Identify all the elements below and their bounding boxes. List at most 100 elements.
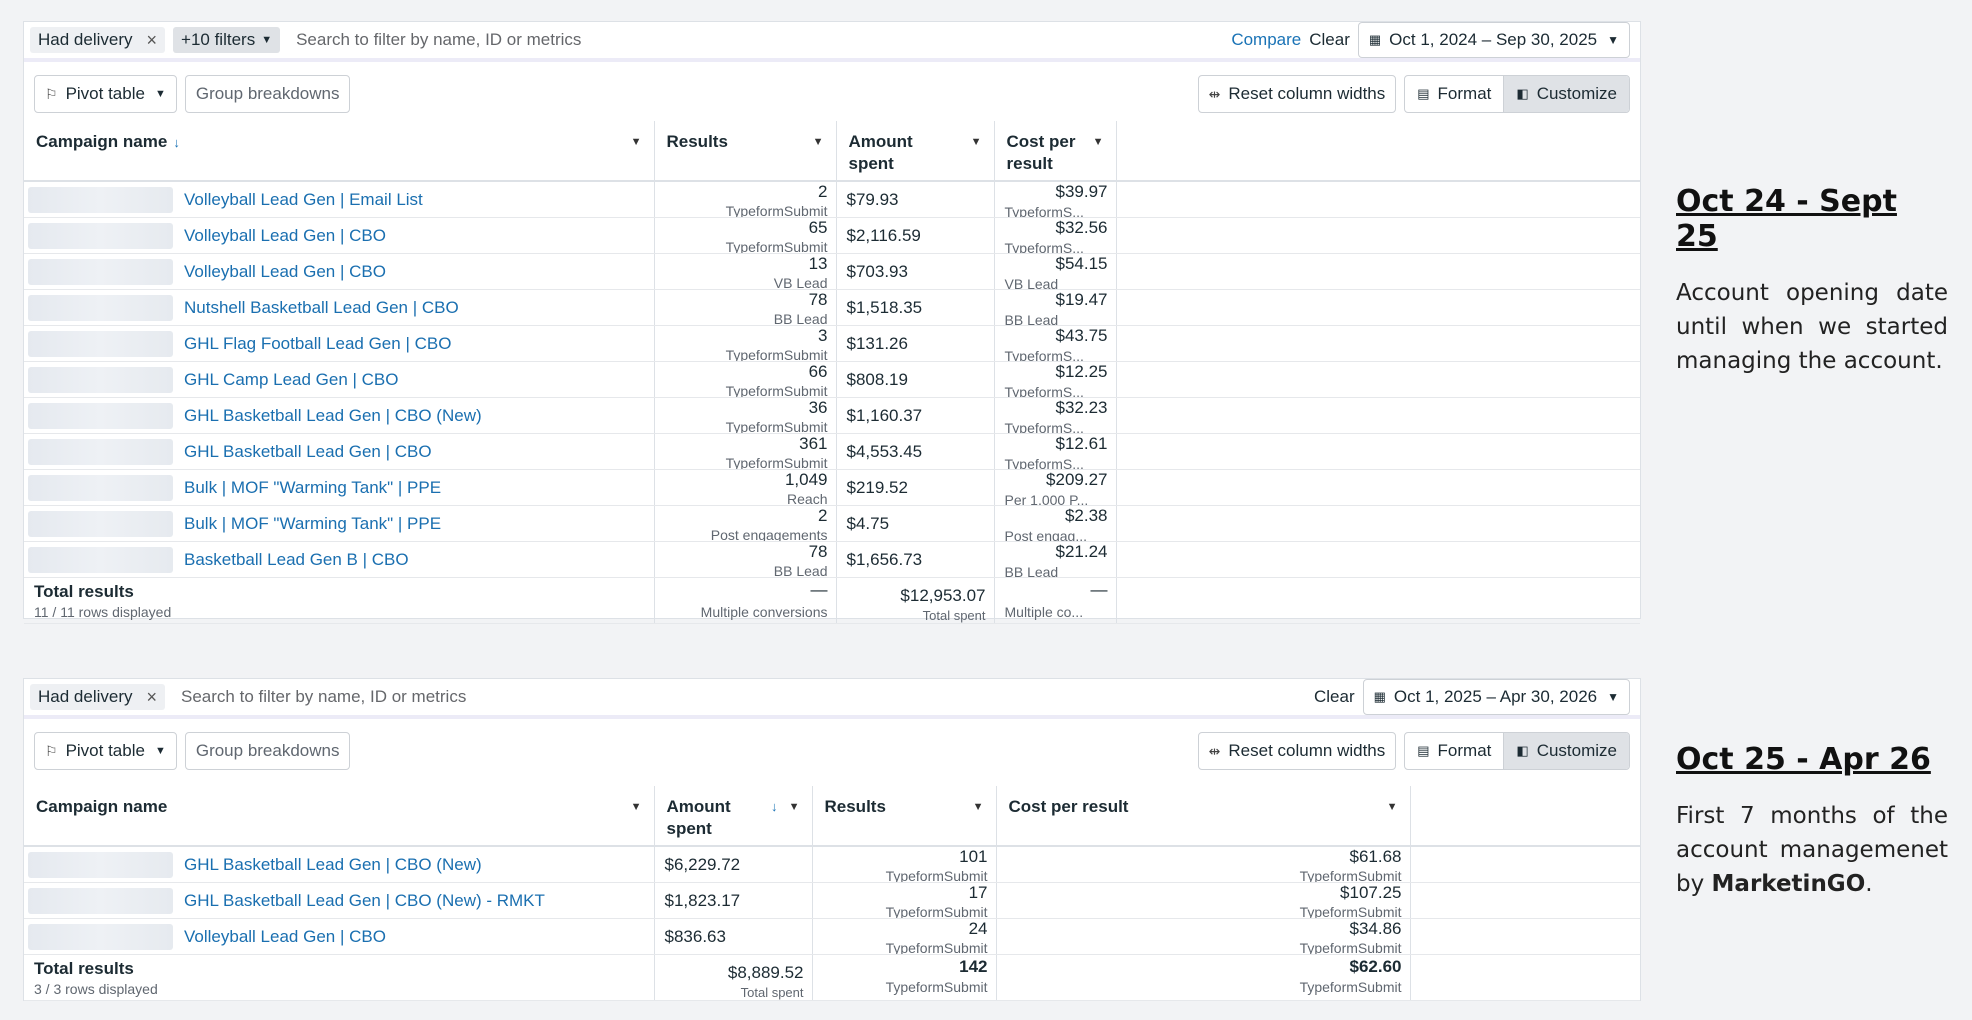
cost-per-result-type: Per 1,000 P... [1004, 491, 1089, 505]
campaign-table: Campaign name ▼ Amount spent ↓ ▼ Results ▼ C… [24, 786, 1640, 1001]
column-header-campaign-name[interactable]: Campaign name ↓ ▼ [24, 121, 655, 182]
amount-spent-cell: $1,823.17 [654, 882, 813, 919]
empty-cell [1410, 846, 1640, 883]
campaign-name-link[interactable]: Bulk | MOF "Warming Tank" | PPE [184, 477, 442, 497]
campaign-name-link[interactable]: Nutshell Basketball Lead Gen | CBO [184, 297, 459, 317]
cost-per-result-type: TypeformSubmit [1299, 903, 1402, 918]
campaign-name-cell: Volleyball Lead Gen | CBO [24, 918, 655, 955]
reset-label: Reset column widths [1228, 741, 1386, 760]
campaign-name-cell: GHL Camp Lead Gen | CBO [24, 361, 655, 398]
table-row: GHL Basketball Lead Gen | CBO (New) $6,22… [24, 846, 1640, 883]
redacted-id [28, 546, 173, 573]
campaign-name-link[interactable]: Bulk | MOF "Warming Tank" | PPE [184, 513, 442, 533]
column-menu-icon[interactable]: ▼ [630, 801, 642, 813]
cost-per-result-value: $2.38 [1064, 505, 1108, 525]
caret-down-icon: ▼ [154, 745, 166, 757]
reset-column-widths-button[interactable]: ⇹ Reset column widths [1197, 75, 1397, 113]
redacted-id [28, 294, 173, 321]
more-filters-chip[interactable]: +10 filters ▼ [173, 27, 281, 53]
amount-spent-cell: $131.26 [836, 325, 995, 362]
had-delivery-chip[interactable]: Had delivery × [30, 684, 166, 710]
had-delivery-chip[interactable]: Had delivery × [30, 27, 166, 53]
close-icon[interactable]: × [146, 29, 158, 50]
column-header-cost-per-result[interactable]: Cost per result ▼ [996, 786, 1411, 847]
format-button[interactable]: ▤ Format [1405, 76, 1503, 112]
cost-per-result-cell: $21.24 BB Lead [994, 541, 1117, 578]
empty-cell [1116, 469, 1640, 506]
column-menu-icon[interactable]: ▼ [630, 136, 642, 148]
column-header-amount-spent[interactable]: Amount spent ↓ ▼ [654, 786, 813, 847]
search-input[interactable]: Search to filter by name, ID or metrics [181, 687, 467, 706]
column-menu-icon[interactable]: ▼ [972, 801, 984, 813]
results-cell: 78 BB Lead [654, 289, 837, 326]
column-menu-icon[interactable]: ▼ [970, 136, 982, 148]
campaign-name-link[interactable]: Basketball Lead Gen B | CBO [184, 549, 409, 569]
table-row: GHL Basketball Lead Gen | CBO (New) - RM… [24, 882, 1640, 919]
format-button[interactable]: ▤ Format [1405, 733, 1503, 769]
cost-per-result-value: $54.15 [1055, 253, 1108, 273]
column-menu-icon[interactable]: ▼ [1386, 801, 1398, 813]
chip-label: Had delivery [38, 30, 133, 49]
amount-spent-cell: $836.63 [654, 918, 813, 955]
campaign-name-cell: GHL Basketball Lead Gen | CBO (New) [24, 397, 655, 434]
column-header-results[interactable]: Results ▼ [812, 786, 997, 847]
group-breakdowns-button[interactable]: Group breakdowns [184, 75, 351, 113]
column-header-cost-per-result[interactable]: Cost per result ▼ [994, 121, 1117, 182]
campaign-name-link[interactable]: GHL Basketball Lead Gen | CBO (New) - RM… [184, 890, 545, 910]
empty-cell [1116, 217, 1640, 254]
pivot-table-button[interactable]: ⚐ Pivot table ▼ [34, 732, 177, 770]
reset-column-widths-button[interactable]: ⇹ Reset column widths [1197, 732, 1397, 770]
redacted-id [28, 187, 173, 213]
campaign-name-link[interactable]: GHL Basketball Lead Gen | CBO (New) [184, 855, 482, 874]
campaign-name-link[interactable]: GHL Basketball Lead Gen | CBO (New) [184, 405, 482, 425]
caret-down-icon: ▼ [1607, 33, 1619, 47]
total-sub: TypeformSubmit [1299, 978, 1402, 995]
table-toolbar: ⚐ Pivot table ▼ Group breakdowns ⇹ Reset… [24, 74, 1640, 114]
total-sub: Multiple conversions [700, 603, 828, 620]
campaign-name-link[interactable]: Volleyball Lead Gen | CBO [184, 225, 386, 245]
date-range-picker[interactable]: ▦ Oct 1, 2025 – Apr 30, 2026 ▼ [1362, 679, 1630, 715]
close-icon[interactable]: × [146, 686, 158, 707]
cost-per-result-cell: $32.23 TypeformS... [994, 397, 1117, 434]
column-header-results[interactable]: Results ▼ [654, 121, 837, 182]
column-menu-icon[interactable]: ▼ [788, 801, 800, 813]
results-value: 1,049 [784, 469, 828, 489]
empty-cell [1116, 289, 1640, 326]
column-menu-icon[interactable]: ▼ [1092, 136, 1104, 148]
results-value: 78 [808, 289, 828, 309]
column-header-campaign-name[interactable]: Campaign name ▼ [24, 786, 655, 847]
sort-arrow-icon[interactable]: ↓ [173, 135, 180, 150]
customize-button[interactable]: ◧ Customize [1503, 76, 1629, 112]
empty-cell [1116, 505, 1640, 542]
sort-arrow-icon[interactable]: ↓ [771, 799, 778, 814]
group-breakdowns-button[interactable]: Group breakdowns [184, 732, 351, 770]
total-results-cell: 142 TypeformSubmit [812, 954, 997, 1001]
campaign-name-link[interactable]: GHL Flag Football Lead Gen | CBO [184, 333, 452, 353]
pivot-table-button[interactable]: ⚐ Pivot table ▼ [34, 75, 177, 113]
view-toggle: ▤ Format ◧ Customize [1404, 732, 1630, 770]
campaign-name-link[interactable]: Volleyball Lead Gen | CBO [184, 261, 386, 281]
campaign-name-link[interactable]: GHL Basketball Lead Gen | CBO [184, 441, 432, 461]
table-header-row: Campaign name ↓ ▼ Results ▼ Amount spent ▼ C… [24, 121, 1640, 182]
campaign-name-link[interactable]: GHL Camp Lead Gen | CBO [184, 369, 399, 389]
total-sub: Total spent [922, 607, 986, 623]
compare-link[interactable]: Compare [1231, 30, 1302, 49]
campaign-name-cell: GHL Basketball Lead Gen | CBO (New) - RM… [24, 882, 655, 919]
cost-per-result-type: BB Lead [1004, 563, 1059, 577]
amount-spent-value: $79.93 [846, 190, 899, 209]
pivot-label: Pivot table [65, 84, 145, 103]
campaign-name-link[interactable]: Volleyball Lead Gen | Email List [184, 190, 423, 209]
table-header-row: Campaign name ▼ Amount spent ↓ ▼ Results ▼ C… [24, 786, 1640, 847]
customize-button[interactable]: ◧ Customize [1503, 733, 1629, 769]
amount-spent-value: $4.75 [846, 513, 890, 533]
column-header-amount-spent[interactable]: Amount spent ▼ [836, 121, 995, 182]
calendar-icon: ▦ [1368, 32, 1382, 47]
results-type: BB Lead [773, 310, 828, 325]
date-range-picker[interactable]: ▦ Oct 1, 2024 – Sep 30, 2025 ▼ [1357, 22, 1630, 58]
search-input[interactable]: Search to filter by name, ID or metrics [296, 30, 582, 49]
amount-spent-value: $131.26 [846, 333, 908, 353]
campaign-name-link[interactable]: Volleyball Lead Gen | CBO [184, 926, 386, 946]
clear-button[interactable]: Clear [1309, 30, 1350, 49]
column-menu-icon[interactable]: ▼ [812, 136, 824, 148]
clear-button[interactable]: Clear [1313, 687, 1355, 706]
